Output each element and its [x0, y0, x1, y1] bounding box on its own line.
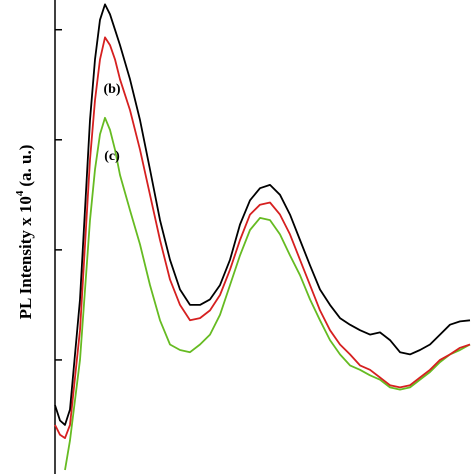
y-label-text: PL Intensity x 10: [16, 196, 35, 319]
y-label-exponent: 4: [14, 190, 26, 196]
annotation: (b): [103, 82, 120, 97]
annotation: (c): [104, 149, 120, 164]
y-label-unit: (a. u.): [16, 145, 35, 187]
y-axis-label: PL Intensity x 104 (a. u.): [14, 145, 35, 320]
line-series: [64, 116, 471, 471]
line-series: [54, 3, 471, 426]
line-series: [54, 36, 471, 439]
